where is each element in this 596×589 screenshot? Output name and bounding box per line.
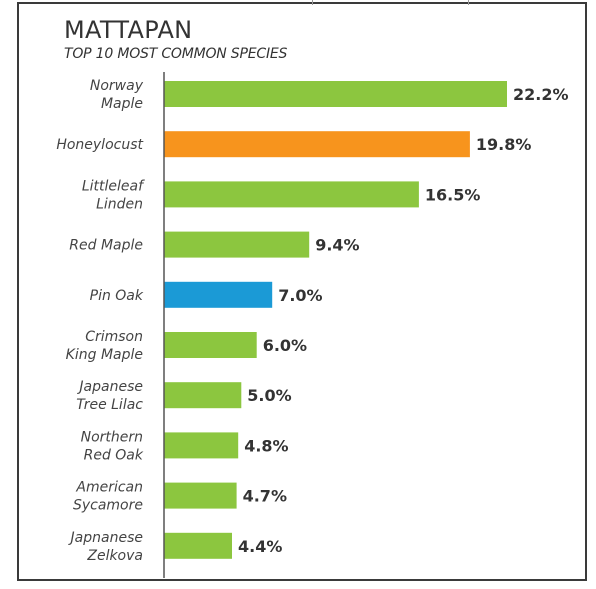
category-label: Honeylocust [56, 137, 143, 153]
value-label: 7.0% [278, 286, 322, 305]
category-label: Crimson [85, 329, 143, 345]
bar [164, 432, 239, 459]
bar [164, 181, 419, 208]
category-label: American [75, 480, 143, 496]
category-label: Tree Lilac [76, 397, 143, 413]
bar [164, 231, 310, 258]
category-label: Northern [81, 429, 143, 445]
bar [164, 281, 273, 308]
chart-title: MATTAPAN [64, 16, 193, 44]
category-label: Red Maple [69, 238, 143, 254]
bar [164, 332, 257, 358]
bar [164, 131, 470, 158]
category-label: Japnanese [68, 530, 143, 546]
category-label: Maple [101, 96, 143, 112]
value-label: 4.8% [244, 436, 288, 455]
category-label: Linden [96, 196, 143, 212]
bar [164, 382, 242, 409]
bar [164, 81, 507, 107]
value-label: 4.7% [243, 487, 287, 506]
category-label: Pin Oak [90, 288, 144, 304]
value-label: 9.4% [315, 236, 359, 255]
category-label: Red Oak [84, 447, 144, 463]
value-label: 4.4% [238, 537, 282, 556]
value-label: 19.8% [476, 135, 532, 154]
top-edge-tick [468, 0, 469, 5]
category-label: Littleleaf [82, 178, 145, 194]
category-label: Japanese [76, 379, 143, 395]
value-label: 22.2% [513, 85, 569, 104]
category-label: King Maple [66, 347, 143, 363]
category-label: Zelkova [86, 548, 143, 564]
value-label: 6.0% [263, 336, 307, 355]
top-edge-tick [312, 0, 313, 5]
bar [164, 482, 237, 509]
value-label: 16.5% [425, 185, 481, 204]
chart-subtitle: TOP 10 MOST COMMON SPECIES [64, 46, 288, 62]
category-label: Sycamore [73, 498, 143, 514]
bar [164, 532, 232, 559]
value-label: 5.0% [247, 386, 291, 405]
category-label: Norway [90, 78, 144, 94]
